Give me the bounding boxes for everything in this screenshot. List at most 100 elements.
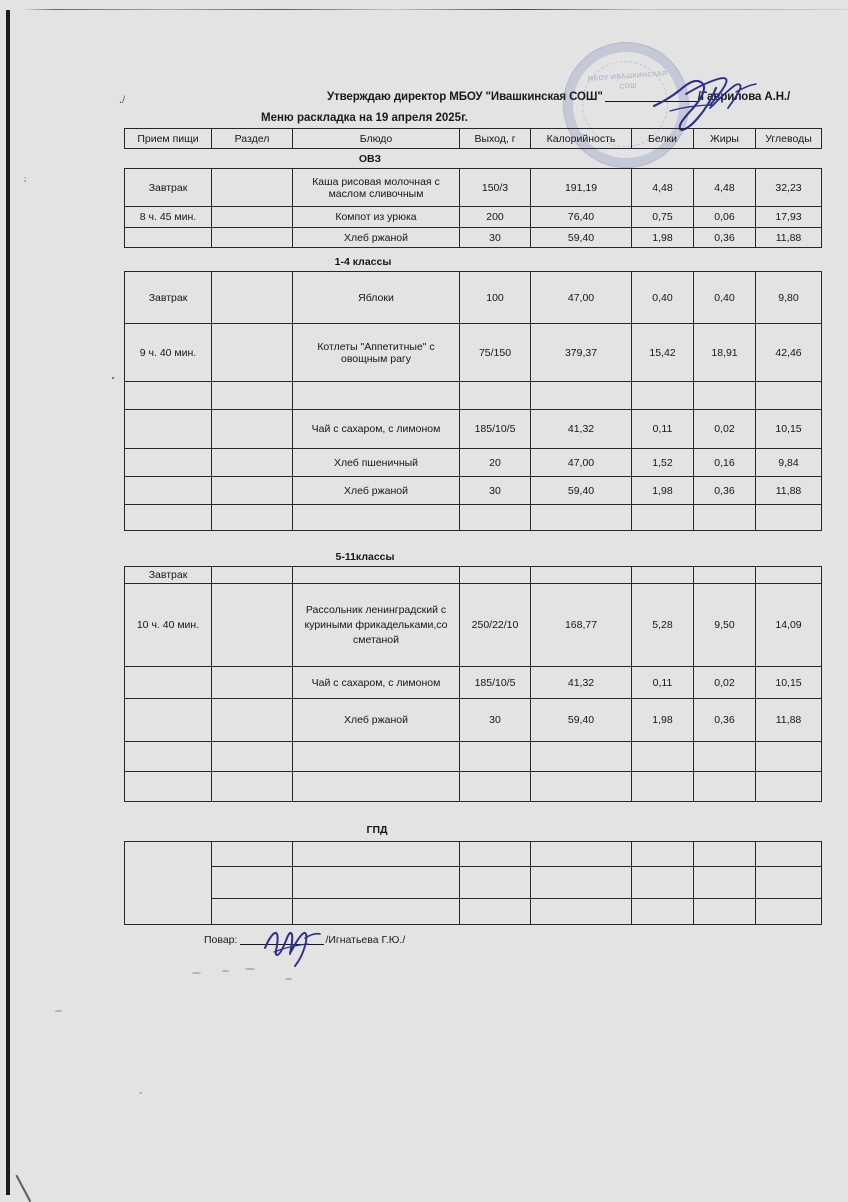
cell-belki	[631, 566, 694, 584]
cell-razdel	[211, 566, 293, 584]
cell-belki: 15,42	[631, 323, 694, 382]
cell-belki	[631, 898, 694, 925]
column-header-zhiry: Жиры	[693, 128, 756, 149]
cell-belki	[631, 504, 694, 531]
cell-uglevody	[755, 841, 822, 867]
cell-belki: 0,75	[631, 206, 694, 228]
scan-corner-mark-artifact	[15, 1155, 67, 1202]
section-table-5-11: Завтрак 10 ч. 40 мин. Рассольник ленингр…	[124, 566, 822, 802]
cook-signature-line: Повар: /Игнатьева Г.Ю./	[204, 934, 405, 946]
cell-kcal	[530, 771, 632, 802]
section-table-gpd	[124, 841, 822, 925]
table-row: Завтрак Яблоки 100 47,00 0,40 0,40 9,80	[124, 271, 822, 324]
cell-dish: Чай с сахаром, с лимоном	[292, 666, 460, 699]
table-row	[124, 504, 822, 531]
cell-dish	[292, 504, 460, 531]
cell-zhiry: 0,16	[693, 448, 756, 477]
cell-razdel	[211, 409, 293, 449]
cell-meal-blank	[124, 448, 212, 477]
cell-razdel	[211, 504, 293, 531]
speck-artifact-4	[222, 970, 229, 972]
cell-belki: 4,48	[631, 168, 694, 207]
cell-zhiry: 9,50	[693, 583, 756, 667]
cell-belki	[631, 381, 694, 410]
cell-vyhod	[459, 741, 531, 772]
cell-meal-blank	[124, 409, 212, 449]
cell-dish	[292, 741, 460, 772]
cell-kcal: 47,00	[530, 448, 632, 477]
cell-vyhod	[459, 866, 531, 899]
cell-vyhod: 185/10/5	[459, 666, 531, 699]
cell-uglevody: 32,23	[755, 168, 822, 207]
cell-zhiry	[693, 381, 756, 410]
cell-razdel	[211, 168, 293, 207]
cell-vyhod: 30	[459, 698, 531, 742]
official-stamp	[563, 42, 689, 168]
cell-dish: Хлеб ржаной	[292, 476, 460, 505]
cell-razdel	[211, 206, 293, 228]
table-row: 9 ч. 40 мин. Котлеты "Аппетитные" с овощ…	[124, 323, 822, 382]
cell-dish: Компот из урюка	[292, 206, 460, 228]
cook-label-text: Повар:	[204, 934, 238, 946]
table-row: 8 ч. 45 мин. Компот из урюка 200 76,40 0…	[124, 206, 822, 228]
cell-uglevody: 17,93	[755, 206, 822, 228]
cell-belki	[631, 866, 694, 899]
cell-dish	[292, 566, 460, 584]
meal-name-ovz: Завтрак	[124, 168, 212, 207]
cell-uglevody	[755, 866, 822, 899]
scan-top-edge-artifact	[22, 9, 848, 10]
cell-uglevody	[755, 381, 822, 410]
cell-kcal	[530, 866, 632, 899]
cell-zhiry: 0,02	[693, 666, 756, 699]
cell-kcal: 59,40	[530, 476, 632, 505]
cell-belki: 1,98	[631, 476, 694, 505]
cell-kcal: 191,19	[530, 168, 632, 207]
cell-razdel	[211, 227, 293, 248]
meal-name-1-4: Завтрак	[124, 271, 212, 324]
cell-razdel	[211, 771, 293, 802]
cook-signature-rule	[240, 934, 325, 945]
cell-belki: 5,28	[631, 583, 694, 667]
column-header-belki: Белки	[631, 128, 694, 149]
cell-razdel	[211, 841, 293, 867]
cell-vyhod: 30	[459, 476, 531, 505]
section-label-ovz: ОВЗ	[358, 153, 382, 165]
cell-dish	[292, 841, 460, 867]
cell-belki: 1,98	[631, 698, 694, 742]
cell-belki: 0,11	[631, 409, 694, 449]
table-row: Хлеб ржаной 30 59,40 1,98 0,36 11,88	[124, 227, 822, 248]
cell-dish	[292, 771, 460, 802]
table-row: Завтрак Каша рисовая молочная с маслом с…	[124, 168, 822, 207]
table-row: Завтрак	[124, 566, 822, 584]
cell-dish: Хлеб пшеничный	[292, 448, 460, 477]
cell-meal-blank	[124, 476, 212, 505]
cell-vyhod: 200	[459, 206, 531, 228]
director-signature-rule	[604, 91, 697, 102]
cell-razdel	[211, 866, 293, 899]
cell-razdel	[211, 323, 293, 382]
column-header-blyudo: Блюдо	[292, 128, 460, 149]
cell-uglevody: 10,15	[755, 666, 822, 699]
cell-razdel	[211, 448, 293, 477]
cell-zhiry: 0,06	[693, 206, 756, 228]
section-table-ovz: Завтрак Каша рисовая молочная с маслом с…	[124, 168, 822, 248]
menu-date-line: Меню раскладка на 19 апреля 2025г.	[261, 112, 468, 124]
speck-artifact-1	[112, 377, 114, 379]
table-header-row: Прием пищи Раздел Блюдо Выход, г Калорий…	[124, 128, 822, 149]
cell-zhiry: 0,36	[693, 698, 756, 742]
cell-vyhod	[459, 841, 531, 867]
cell-meal-blank	[124, 698, 212, 742]
cell-zhiry: 0,36	[693, 227, 756, 248]
cell-dish: Яблоки	[292, 271, 460, 324]
cell-dish: Рассольник ленинградский с куриными фрик…	[292, 583, 460, 667]
cell-dish: Котлеты "Аппетитные" с овощным рагу	[292, 323, 460, 382]
speck-artifact-7	[139, 1092, 142, 1094]
speck-artifact-5	[245, 968, 255, 970]
cell-razdel	[211, 666, 293, 699]
cell-kcal: 47,00	[530, 271, 632, 324]
scan-left-edge-artifact	[6, 10, 10, 1195]
cell-vyhod: 250/22/10	[459, 583, 531, 667]
meal-name-5-11: Завтрак	[124, 566, 212, 584]
cell-meal-gpd	[124, 841, 212, 925]
cell-dish: Чай с сахаром, с лимоном	[292, 409, 460, 449]
